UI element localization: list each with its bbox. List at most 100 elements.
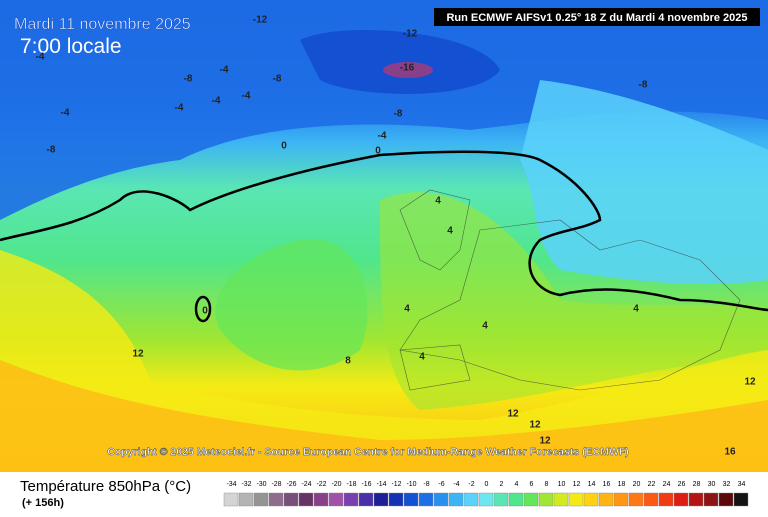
scale-swatch — [538, 492, 554, 507]
contour-label: -4 — [242, 91, 251, 102]
contour-label: 4 — [447, 226, 453, 237]
scale-swatch — [553, 492, 569, 507]
scale-label: 16 — [603, 481, 611, 488]
contour-label: -8 — [273, 74, 282, 85]
scale-label: 32 — [723, 481, 731, 488]
scale-swatch — [478, 492, 494, 507]
scale-swatch — [673, 492, 689, 507]
scale-swatch — [718, 492, 734, 507]
scale-label: -26 — [286, 481, 296, 488]
scale-label: -16 — [361, 481, 371, 488]
scale-swatch — [373, 492, 389, 507]
contour-label: 12 — [539, 436, 551, 447]
scale-label: -24 — [301, 481, 311, 488]
scale-label: -6 — [438, 481, 444, 488]
contour-label: -16 — [400, 63, 415, 74]
scale-swatch — [658, 492, 674, 507]
scale-label: -10 — [406, 481, 416, 488]
contour-label: -8 — [47, 145, 56, 156]
scale-label: 20 — [633, 481, 641, 488]
scale-swatch — [463, 492, 479, 507]
scale-label: -28 — [271, 481, 281, 488]
scale-swatch — [298, 492, 314, 507]
scale-swatch — [418, 492, 434, 507]
scale-label: -8 — [423, 481, 429, 488]
contour-label: 16 — [724, 447, 736, 458]
contour-label: -4 — [220, 65, 229, 76]
contour-label: 4 — [419, 352, 425, 363]
contour-label: -4 — [212, 96, 221, 107]
contour-label: 4 — [404, 304, 410, 315]
scale-label: 2 — [500, 481, 504, 488]
contour-label: 0 — [375, 146, 381, 157]
scale-swatch — [388, 492, 404, 507]
scale-label: 18 — [618, 481, 626, 488]
scale-label: 6 — [530, 481, 534, 488]
scale-label: -34 — [226, 481, 236, 488]
contour-label: 8 — [345, 356, 351, 367]
contour-label: -8 — [394, 109, 403, 120]
scale-label: -2 — [468, 481, 474, 488]
run-info: Run ECMWF AIFSv1 0.25° 18 Z du Mardi 4 n… — [446, 12, 747, 24]
scale-swatch — [343, 492, 359, 507]
color-scale: -34 -32 -30 -28 -26 -24 -22 -20 -18 -16 -14 -12 -10-… — [223, 481, 749, 507]
scale-swatch — [283, 492, 299, 507]
scale-label: 24 — [663, 481, 671, 488]
scale-label: -4 — [453, 481, 459, 488]
scale-swatch — [268, 492, 284, 507]
scale-label: -20 — [331, 481, 341, 488]
scale-swatch — [613, 492, 629, 507]
date: Mardi 11 novembre 2025 — [14, 16, 191, 33]
contour-label: -4 — [175, 103, 184, 114]
contour-label: 0 — [281, 141, 287, 152]
scale-swatch — [628, 492, 644, 507]
legend-subtitle: (+ 156h) — [22, 497, 64, 509]
scale-label: 0 — [485, 481, 489, 488]
scale-swatch — [403, 492, 419, 507]
scale-swatch — [313, 492, 329, 507]
scale-swatch — [643, 492, 659, 507]
scale-swatch — [583, 492, 599, 507]
scale-label: -22 — [316, 481, 326, 488]
scale-label: -14 — [376, 481, 386, 488]
scale-swatch — [253, 492, 269, 507]
time: 7:00 locale — [20, 35, 122, 58]
contour-label: 4 — [435, 196, 441, 207]
contour-label: 4 — [633, 304, 639, 315]
scale-swatch — [568, 492, 584, 507]
contour-label: 12 — [132, 349, 144, 360]
scale-label: 26 — [678, 481, 686, 488]
contour-label: 0 — [202, 306, 208, 317]
scale-label: -12 — [391, 481, 401, 488]
contour-label: -4 — [36, 52, 45, 63]
contour-label: -8 — [639, 80, 648, 91]
scale-label: 12 — [573, 481, 581, 488]
copyright: Copyright © 2025 Meteociel.fr - Source E… — [107, 446, 629, 458]
scale-label: 28 — [693, 481, 701, 488]
scale-label: 30 — [708, 481, 716, 488]
contour-labels: -12 -12 -16 -8 -8 -4 -8 -4 -4 -4 -4 -8 -4 -8 -4 0 0 0 4 4 4 4… — [36, 15, 756, 458]
scale-label: -30 — [256, 481, 266, 488]
scale-swatch — [328, 492, 344, 507]
contour-label: -4 — [61, 108, 70, 119]
contour-label: -8 — [184, 74, 193, 85]
contour-label: 12 — [529, 420, 541, 431]
legend-title: Température 850hPa (°C) — [20, 478, 191, 495]
scale-label: 10 — [558, 481, 566, 488]
scale-label: 14 — [588, 481, 596, 488]
contour-label: -12 — [403, 29, 418, 40]
scale-swatch — [238, 492, 254, 507]
contour-label: 12 — [744, 377, 756, 388]
scale-label: 4 — [515, 481, 519, 488]
scale-swatch — [523, 492, 539, 507]
scale-label: -18 — [346, 481, 356, 488]
scale-label: -32 — [241, 481, 251, 488]
scale-swatch — [358, 492, 374, 507]
scale-swatch — [433, 492, 449, 507]
map-field — [0, 0, 768, 472]
scale-label: 8 — [545, 481, 549, 488]
scale-swatch — [223, 492, 239, 507]
contour-label: 12 — [507, 409, 519, 420]
run-banner — [434, 8, 760, 26]
